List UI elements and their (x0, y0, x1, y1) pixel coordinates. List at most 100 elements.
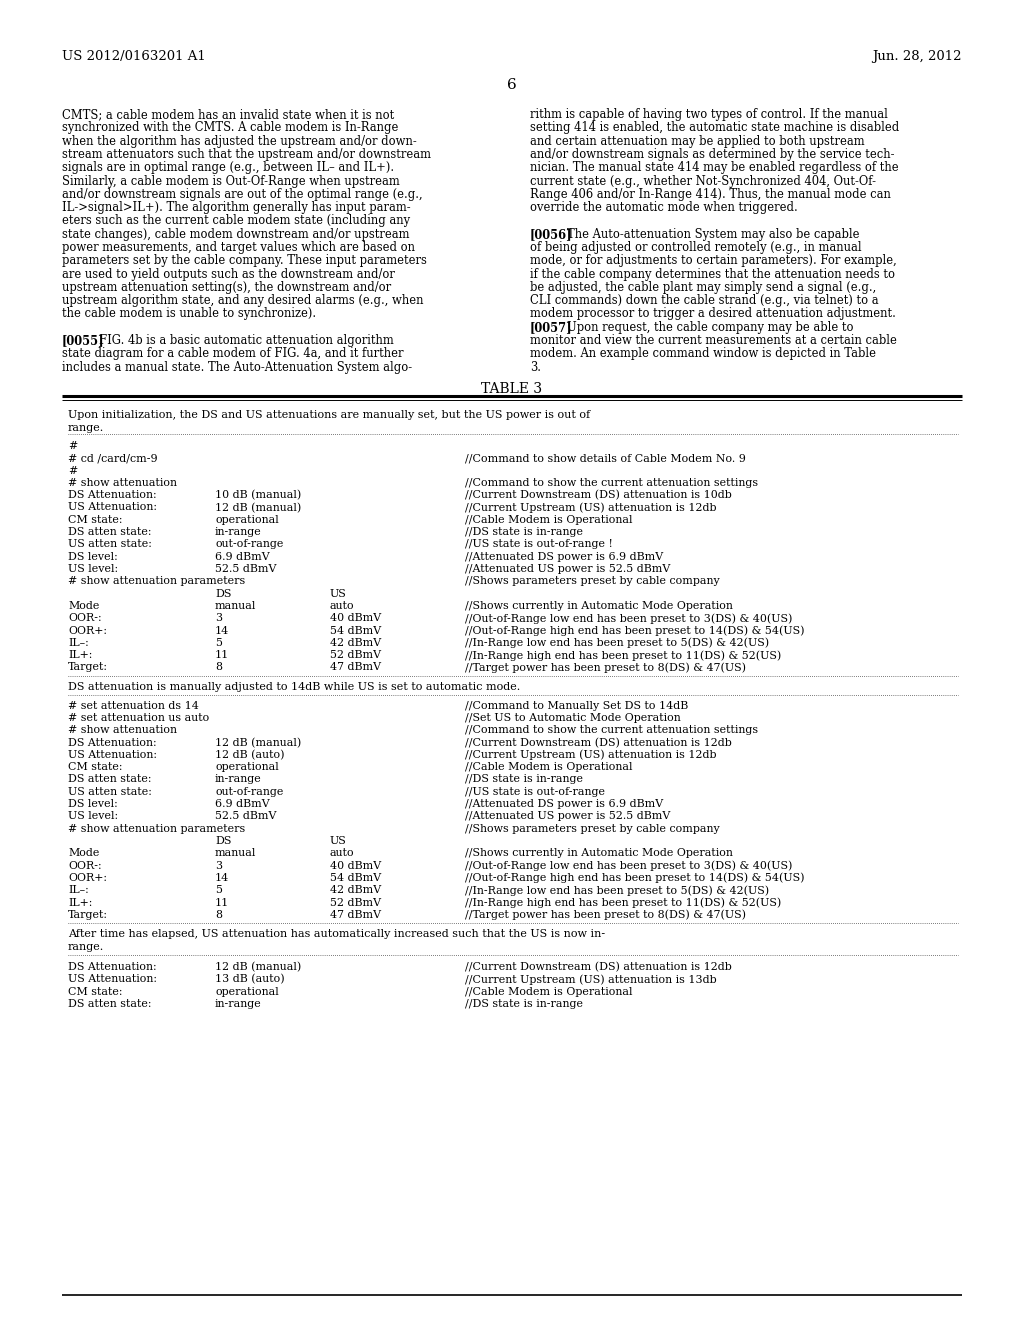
Text: DS Attenuation:: DS Attenuation: (68, 738, 157, 747)
Text: and/or downstream signals as determined by the service tech-: and/or downstream signals as determined … (530, 148, 895, 161)
Text: out-of-range: out-of-range (215, 787, 284, 797)
Text: power measurements, and target values which are based on: power measurements, and target values wh… (62, 242, 415, 253)
Text: DS atten state:: DS atten state: (68, 999, 152, 1008)
Text: and certain attenuation may be applied to both upstream: and certain attenuation may be applied t… (530, 135, 864, 148)
Text: [0056]: [0056] (530, 227, 572, 240)
Text: 14: 14 (215, 626, 229, 635)
Text: 11: 11 (215, 898, 229, 908)
Text: CM state:: CM state: (68, 515, 123, 525)
Text: //Target power has been preset to 8(DS) & 47(US): //Target power has been preset to 8(DS) … (465, 909, 746, 920)
Text: when the algorithm has adjusted the upstream and/or down-: when the algorithm has adjusted the upst… (62, 135, 417, 148)
Text: 40 dBmV: 40 dBmV (330, 861, 381, 871)
Text: # set attenuation ds 14: # set attenuation ds 14 (68, 701, 199, 710)
Text: eters such as the current cable modem state (including any: eters such as the current cable modem st… (62, 214, 411, 227)
Text: range.: range. (68, 422, 104, 433)
Text: US: US (330, 836, 347, 846)
Text: DS: DS (215, 836, 231, 846)
Text: state changes), cable modem downstream and/or upstream: state changes), cable modem downstream a… (62, 227, 410, 240)
Text: 13 dB (auto): 13 dB (auto) (215, 974, 285, 985)
Text: //US state is out-of-range: //US state is out-of-range (465, 787, 605, 797)
Text: US atten state:: US atten state: (68, 540, 152, 549)
Text: After time has elapsed, US attenuation has automatically increased such that the: After time has elapsed, US attenuation h… (68, 929, 605, 939)
Text: manual: manual (215, 849, 256, 858)
Text: # show attenuation: # show attenuation (68, 725, 177, 735)
Text: //Command to show details of Cable Modem No. 9: //Command to show details of Cable Modem… (465, 453, 745, 463)
Text: operational: operational (215, 762, 279, 772)
Text: //Cable Modem is Operational: //Cable Modem is Operational (465, 515, 633, 525)
Text: //Out-of-Range low end has been preset to 3(DS) & 40(US): //Out-of-Range low end has been preset t… (465, 861, 793, 871)
Text: 47 dBmV: 47 dBmV (330, 909, 381, 920)
Text: //Current Upstream (US) attenuation is 12db: //Current Upstream (US) attenuation is 1… (465, 503, 717, 513)
Text: [0057]: [0057] (530, 321, 572, 334)
Text: upstream algorithm state, and any desired alarms (e.g., when: upstream algorithm state, and any desire… (62, 294, 424, 308)
Text: //Command to show the current attenuation settings: //Command to show the current attenuatio… (465, 725, 758, 735)
Text: DS attenuation is manually adjusted to 14dB while US is set to automatic mode.: DS attenuation is manually adjusted to 1… (68, 681, 520, 692)
Text: //Current Downstream (DS) attenuation is 12db: //Current Downstream (DS) attenuation is… (465, 962, 732, 973)
Text: rithm is capable of having two types of control. If the manual: rithm is capable of having two types of … (530, 108, 888, 121)
Text: US Attenuation:: US Attenuation: (68, 974, 157, 985)
Text: //In-Range high end has been preset to 11(DS) & 52(US): //In-Range high end has been preset to 1… (465, 898, 781, 908)
Text: The Auto-attenuation System may also be capable: The Auto-attenuation System may also be … (567, 227, 859, 240)
Text: 42 dBmV: 42 dBmV (330, 886, 381, 895)
Text: 3: 3 (215, 861, 222, 871)
Text: //Out-of-Range high end has been preset to 14(DS) & 54(US): //Out-of-Range high end has been preset … (465, 873, 805, 883)
Text: DS level:: DS level: (68, 552, 118, 562)
Text: Upon initialization, the DS and US attenuations are manually set, but the US pow: Upon initialization, the DS and US atten… (68, 411, 590, 420)
Text: 42 dBmV: 42 dBmV (330, 638, 381, 648)
Text: 40 dBmV: 40 dBmV (330, 614, 381, 623)
Text: 12 dB (manual): 12 dB (manual) (215, 738, 301, 748)
Text: 54 dBmV: 54 dBmV (330, 626, 381, 635)
Text: OOR+:: OOR+: (68, 873, 106, 883)
Text: US: US (330, 589, 347, 598)
Text: nician. The manual state 414 may be enabled regardless of the: nician. The manual state 414 may be enab… (530, 161, 899, 174)
Text: modem. An example command window is depicted in Table: modem. An example command window is depi… (530, 347, 876, 360)
Text: operational: operational (215, 515, 279, 525)
Text: Range 406 and/or In-Range 414). Thus, the manual mode can: Range 406 and/or In-Range 414). Thus, th… (530, 187, 891, 201)
Text: Jun. 28, 2012: Jun. 28, 2012 (872, 50, 962, 63)
Text: DS atten state:: DS atten state: (68, 775, 152, 784)
Text: 54 dBmV: 54 dBmV (330, 873, 381, 883)
Text: //Cable Modem is Operational: //Cable Modem is Operational (465, 987, 633, 997)
Text: state diagram for a cable modem of FIG. 4a, and it further: state diagram for a cable modem of FIG. … (62, 347, 403, 360)
Text: //Attenuated DS power is 6.9 dBmV: //Attenuated DS power is 6.9 dBmV (465, 552, 664, 562)
Text: 5: 5 (215, 886, 222, 895)
Text: //Current Upstream (US) attenuation is 13db: //Current Upstream (US) attenuation is 1… (465, 974, 717, 985)
Text: parameters set by the cable company. These input parameters: parameters set by the cable company. The… (62, 255, 427, 267)
Text: 52.5 dBmV: 52.5 dBmV (215, 812, 276, 821)
Text: 8: 8 (215, 663, 222, 672)
Text: 12 dB (manual): 12 dB (manual) (215, 962, 301, 973)
Text: 5: 5 (215, 638, 222, 648)
Text: //In-Range low end has been preset to 5(DS) & 42(US): //In-Range low end has been preset to 5(… (465, 638, 769, 648)
Text: if the cable company determines that the attenuation needs to: if the cable company determines that the… (530, 268, 895, 281)
Text: Mode: Mode (68, 849, 99, 858)
Text: current state (e.g., whether Not-Synchronized 404, Out-Of-: current state (e.g., whether Not-Synchro… (530, 174, 876, 187)
Text: CLI commands) down the cable strand (e.g., via telnet) to a: CLI commands) down the cable strand (e.g… (530, 294, 879, 308)
Text: signals are in optimal range (e.g., between IL– and IL+).: signals are in optimal range (e.g., betw… (62, 161, 394, 174)
Text: includes a manual state. The Auto-Attenuation System algo-: includes a manual state. The Auto-Attenu… (62, 360, 412, 374)
Text: //In-Range high end has been preset to 11(DS) & 52(US): //In-Range high end has been preset to 1… (465, 651, 781, 661)
Text: Similarly, a cable modem is Out-Of-Range when upstream: Similarly, a cable modem is Out-Of-Range… (62, 174, 399, 187)
Text: //Attenuated DS power is 6.9 dBmV: //Attenuated DS power is 6.9 dBmV (465, 799, 664, 809)
Text: IL+:: IL+: (68, 898, 92, 908)
Text: Upon request, the cable company may be able to: Upon request, the cable company may be a… (567, 321, 853, 334)
Text: DS Attenuation:: DS Attenuation: (68, 962, 157, 972)
Text: manual: manual (215, 601, 256, 611)
Text: CM state:: CM state: (68, 987, 123, 997)
Text: //Shows parameters preset by cable company: //Shows parameters preset by cable compa… (465, 824, 720, 834)
Text: IL->signal>IL+). The algorithm generally has input param-: IL->signal>IL+). The algorithm generally… (62, 201, 411, 214)
Text: US atten state:: US atten state: (68, 787, 152, 797)
Text: 12 dB (manual): 12 dB (manual) (215, 503, 301, 512)
Text: auto: auto (330, 601, 354, 611)
Text: in-range: in-range (215, 775, 262, 784)
Text: //Shows currently in Automatic Mode Operation: //Shows currently in Automatic Mode Oper… (465, 849, 733, 858)
Text: 14: 14 (215, 873, 229, 883)
Text: range.: range. (68, 942, 104, 952)
Text: DS atten state:: DS atten state: (68, 527, 152, 537)
Text: # show attenuation parameters: # show attenuation parameters (68, 824, 246, 834)
Text: OOR+:: OOR+: (68, 626, 106, 635)
Text: 11: 11 (215, 651, 229, 660)
Text: //Current Downstream (DS) attenuation is 10db: //Current Downstream (DS) attenuation is… (465, 490, 732, 500)
Text: be adjusted, the cable plant may simply send a signal (e.g.,: be adjusted, the cable plant may simply … (530, 281, 877, 294)
Text: DS: DS (215, 589, 231, 598)
Text: DS Attenuation:: DS Attenuation: (68, 490, 157, 500)
